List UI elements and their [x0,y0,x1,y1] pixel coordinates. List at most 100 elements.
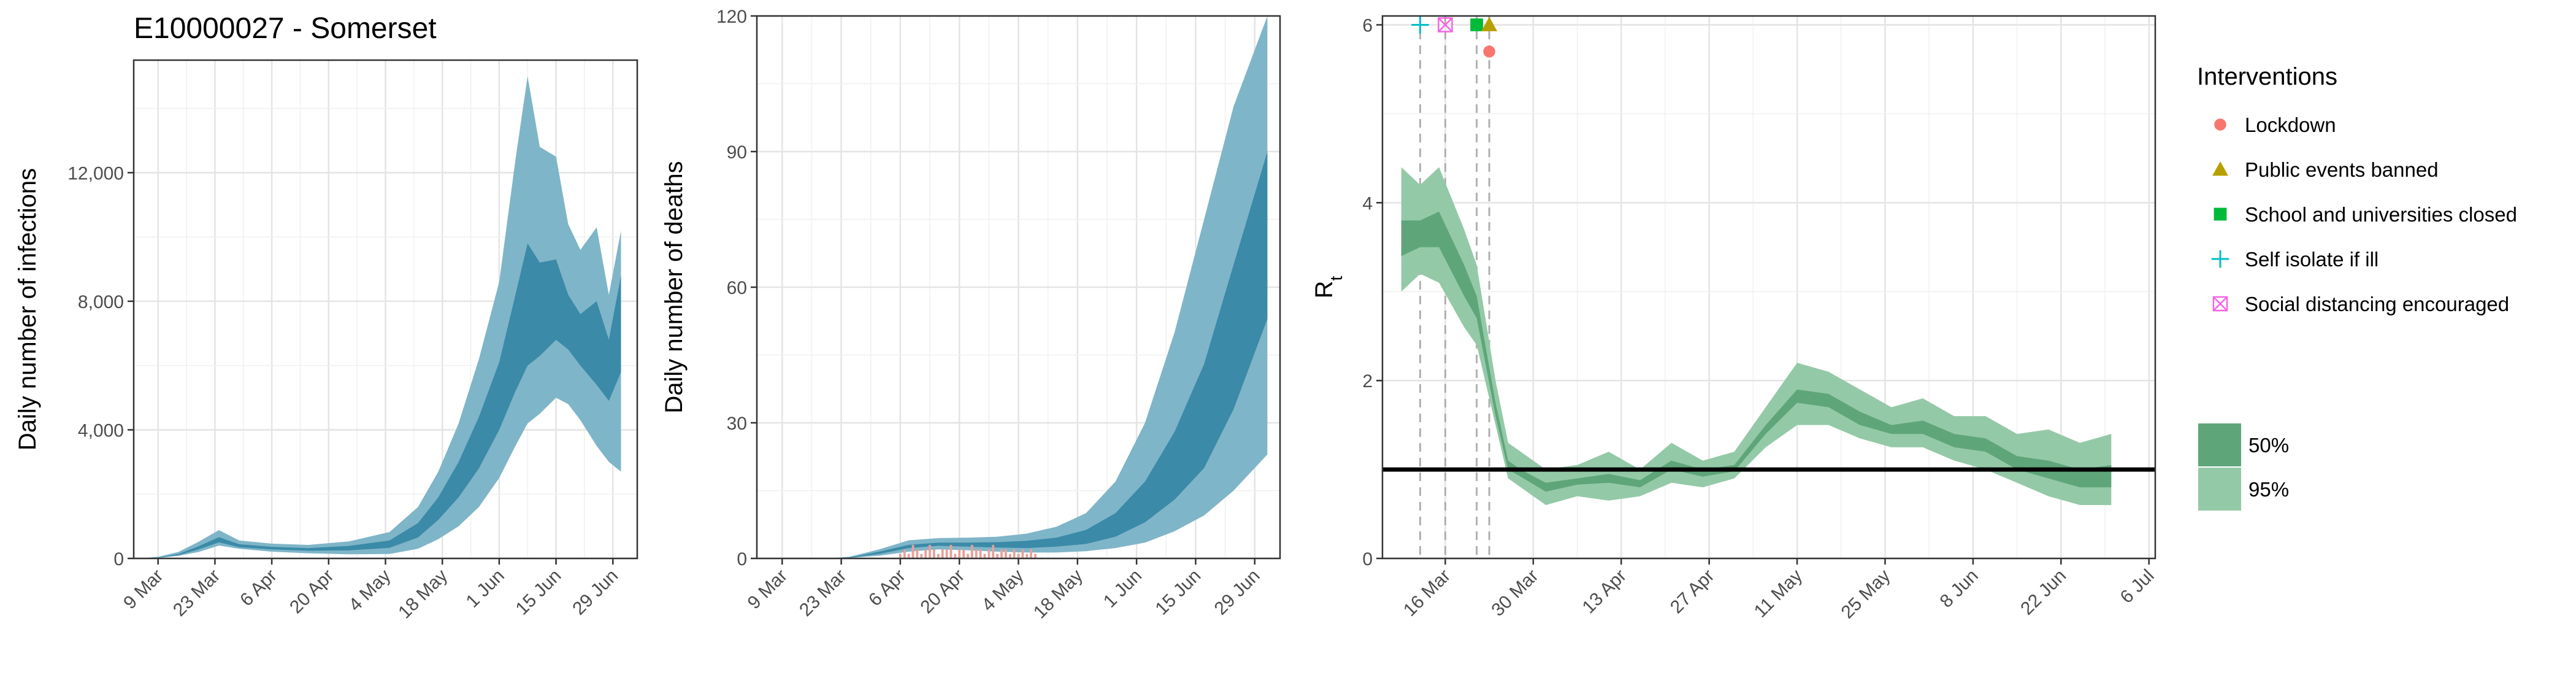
deaths-observed-bar [962,549,965,558]
legend-key-self-isolate-if-ill [2211,250,2229,268]
rt-y-tick-label: 4 [1362,193,1373,214]
deaths-observed-bar [937,554,940,558]
deaths-observed-bar [899,554,902,558]
infections-y-tick-label: 0 [113,549,124,569]
legend-band-50: 50% [2198,423,2289,466]
deaths-observed-bar [929,544,931,558]
infections-y-tick-label: 12,000 [67,163,124,183]
legend-key-social-distancing-encouraged [2212,296,2228,312]
deaths-observed-bars [899,544,1037,558]
legend-band-swatch-95 [2198,468,2241,511]
deaths-y-tick-label: 120 [716,7,747,27]
deaths-observed-bar [1030,549,1032,558]
rt-y-axis-title-subscript: t [1327,276,1346,280]
deaths-observed-bar [941,549,944,558]
legend-label-social-distancing-encouraged: Social distancing encouraged [2245,293,2509,315]
deaths-observed-bar [916,549,919,558]
infections-y-axis: 0 4,000 8,000 12,000 [67,163,134,569]
deaths-y-tick-label: 30 [727,414,747,434]
legend-key-lockdown [2214,118,2226,131]
legend-items: Lockdown Public events banned School and u… [2211,114,2517,315]
legend-item-social-distancing-encouraged: Social distancing encouraged [2212,293,2509,315]
rt-marker-self-isolate-if-ill [1411,16,1429,34]
legend-label-school-and-universities-closed: School and universities closed [2245,203,2517,226]
rt-y-axis: 0 2 4 6 [1362,15,1382,569]
deaths-y-axis-title: Daily number of deaths [661,161,688,413]
legend-title: Interventions [2197,63,2337,90]
rt-marker-lockdown [1483,45,1495,58]
rt-bands [1401,167,2112,505]
legend-band-label-50: 50% [2248,434,2289,457]
deaths-y-tick-label: 0 [737,549,747,569]
legend-item-self-isolate-if-ill: Self isolate if ill [2211,248,2379,271]
deaths-y-axis: 0 30 60 90 120 [716,7,757,569]
legend-band-label-95: 95% [2248,478,2289,501]
deaths-observed-bar [1021,549,1024,558]
deaths-observed-bar [1013,549,1016,558]
deaths-observed-bar [1034,554,1037,558]
deaths-y-tick-label: 90 [727,142,747,163]
infections-band-95 [145,76,621,558]
rt-y-tick-label: 2 [1362,371,1373,392]
deaths-observed-bar [979,549,982,558]
rt-y-axis-title-main: R [1311,280,1338,298]
infections-y-axis-title: Daily number of infections [14,168,41,450]
rt-panel-border [1381,15,2156,560]
rt-marker-public-events-banned [1481,17,1498,31]
infections-y-tick-label: 4,000 [78,420,124,441]
legend-band-95: 95% [2198,468,2289,511]
legend-label-lockdown: Lockdown [2245,114,2336,136]
rt-marker-school-and-universities-closed [1470,18,1484,31]
rt-marker-social-distancing-encouraged-box [1438,17,1453,33]
legend-key-social-distancing-encouraged-box [2212,296,2228,312]
deaths-observed-bar [907,554,910,558]
rt-marker-social-distancing-encouraged [1438,17,1453,33]
rt-marker-social-distancing-encouraged-diag2 [1438,17,1453,33]
deaths-observed-bar [1005,549,1007,558]
deaths-observed-bar [970,544,973,558]
legend: Interventions Lockdown Public events bann… [2197,63,2517,511]
deaths-observed-bar [920,554,923,558]
deaths-observed-bar [1008,554,1011,558]
rt-band-50 [1401,211,2112,492]
deaths-observed-bar [945,549,948,558]
deaths-observed-bar [933,549,935,558]
deaths-observed-bar [975,549,978,558]
rt-y-axis-title: Rt [1311,276,1346,298]
legend-key-public-events-banned [2212,161,2228,176]
legend-band-swatch-50 [2198,423,2241,466]
deaths-observed-bar [1017,554,1020,558]
deaths-observed-bar [954,554,957,558]
deaths-observed-bar [992,544,995,558]
deaths-y-tick-label: 60 [727,278,747,298]
legend-item-public-events-banned: Public events banned [2212,158,2439,181]
infections-bands [145,76,621,558]
deaths-observed-bar [996,554,999,558]
legend-item-school-and-universities-closed: School and universities closed [2214,203,2517,226]
rt-y-tick-label: 6 [1362,15,1373,36]
deaths-observed-bar [1000,549,1003,558]
deaths-observed-bar [967,554,969,558]
legend-label-public-events-banned: Public events banned [2245,158,2439,181]
legend-bands: 50% 95% [2198,423,2289,511]
deaths-observed-bar [924,549,927,558]
deaths-observed-bar [958,549,961,558]
deaths-observed-bar [1025,554,1029,558]
legend-label-self-isolate-if-ill: Self isolate if ill [2245,248,2379,271]
rt-y-tick-label: 0 [1362,549,1373,569]
deaths-observed-bar [949,544,953,558]
legend-key-social-distancing-encouraged-diag2 [2213,296,2228,311]
deaths-observed-bar [983,554,986,558]
deaths-observed-bar [911,544,914,558]
infections-y-tick-label: 8,000 [78,292,124,312]
rt-band-95 [1401,167,2112,505]
infections-title: E10000027 - Somerset [134,12,437,45]
legend-key-school-and-universities-closed [2214,207,2227,221]
deaths-observed-bar [903,549,906,558]
legend-item-lockdown: Lockdown [2214,114,2336,136]
deaths-observed-bar [987,549,991,558]
rt-intervention-markers [1411,16,1498,58]
